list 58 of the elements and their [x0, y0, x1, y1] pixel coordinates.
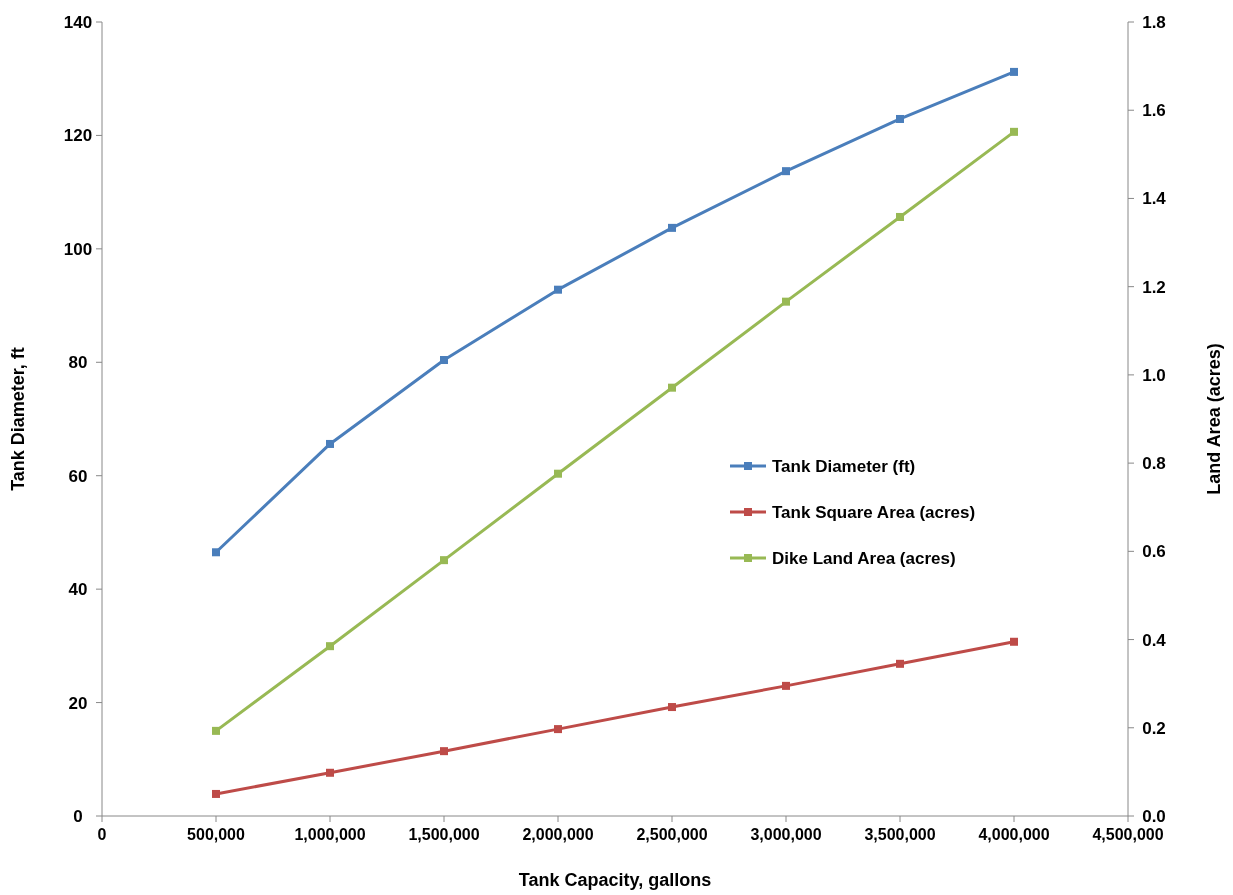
point — [554, 725, 562, 734]
y2-axis-title: Land Area (acres) — [1204, 343, 1224, 495]
point — [212, 726, 220, 735]
point — [1010, 67, 1018, 76]
point — [554, 285, 562, 294]
point — [212, 548, 220, 557]
x-tick-label: 2,000,000 — [522, 826, 594, 843]
point — [326, 439, 334, 448]
y-tick-label: 60 — [68, 466, 88, 486]
legend-label: Dike Land Area (acres) — [772, 549, 956, 568]
y-tick-label: 120 — [63, 126, 93, 146]
point — [896, 659, 904, 668]
y-tick-label: 140 — [63, 13, 93, 32]
point — [440, 747, 448, 756]
y2-tick-label: 0.4 — [1142, 630, 1167, 650]
y2-tick-label: 0.2 — [1142, 718, 1166, 738]
y-tick-label: 100 — [63, 239, 93, 259]
y2-tick-label: 1.2 — [1142, 277, 1166, 297]
point — [668, 223, 676, 232]
point — [782, 681, 790, 690]
x-tick-label: 3,000,000 — [750, 826, 822, 843]
point — [896, 114, 904, 123]
y2-tick-label: 1.6 — [1142, 101, 1166, 121]
y2-tick-label: 0.8 — [1142, 454, 1166, 474]
point — [668, 703, 676, 712]
point — [212, 789, 220, 798]
point — [896, 212, 904, 221]
y2-tick-label: 1.0 — [1142, 365, 1166, 385]
y2-tick-label: 0.6 — [1142, 542, 1166, 562]
x-tick-label: 3,500,000 — [864, 826, 936, 843]
point — [440, 556, 448, 565]
y-tick-label: 80 — [68, 353, 88, 373]
point — [668, 383, 676, 392]
y2-tick-label: 1.4 — [1142, 189, 1167, 209]
y-tick-label: 40 — [68, 580, 88, 600]
point — [782, 167, 790, 176]
y2-tick-label: 1.8 — [1142, 13, 1166, 32]
y-tick-label: 0 — [73, 807, 83, 826]
x-tick-label: 0 — [97, 826, 107, 843]
point — [1010, 127, 1018, 136]
x-tick-label: 1,000,000 — [294, 826, 366, 843]
point — [782, 297, 790, 306]
point — [554, 469, 562, 478]
x-tick-label: 500,000 — [187, 826, 246, 843]
legend-label: Tank Diameter (ft) — [772, 457, 916, 476]
point — [440, 356, 448, 365]
y-tick-label: 20 — [68, 693, 88, 713]
legend-label: Tank Square Area (acres) — [772, 503, 976, 522]
x-axis-title: Tank Capacity, gallons — [518, 870, 712, 890]
x-tick-label: 1,500,000 — [408, 826, 480, 843]
point — [326, 642, 334, 651]
x-tick-label: 4,500,000 — [1092, 826, 1164, 843]
y2-tick-label: 0.0 — [1142, 807, 1166, 826]
x-tick-label: 2,500,000 — [636, 826, 708, 843]
y-axis-title: Tank Diameter, ft — [8, 347, 28, 491]
point — [1010, 637, 1018, 646]
point — [326, 768, 334, 777]
x-tick-label: 4,000,000 — [978, 826, 1050, 843]
